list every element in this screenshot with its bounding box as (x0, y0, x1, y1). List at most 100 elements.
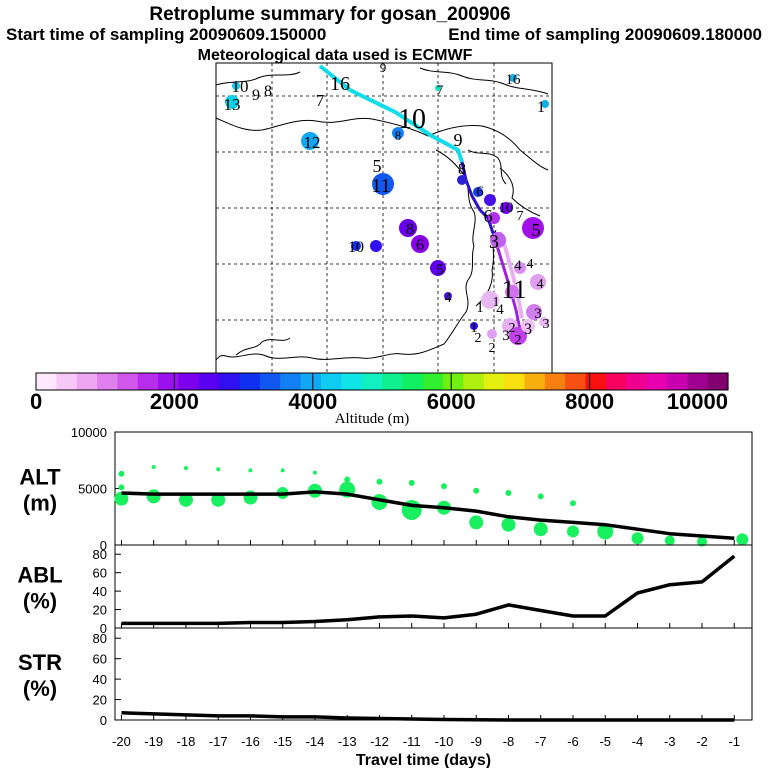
colorbar-swatch (239, 373, 261, 390)
colorbar-tick-label: 2000 (150, 389, 199, 414)
altitude-cluster-point (473, 487, 480, 494)
plume-cluster-label: 12 (304, 133, 321, 152)
plume-cluster-label: 4 (537, 277, 544, 292)
x-axis-label: Travel time (days) (356, 752, 491, 768)
plume-cluster-label: 1 (537, 99, 545, 116)
plume-cluster-label: 4 (445, 291, 452, 306)
colorbar-swatch (504, 373, 526, 390)
time-series-panels: 0500010000ALT(m)020406080ABL(%)020406080… (17, 425, 753, 768)
plume-clusters (225, 74, 549, 345)
y-tick-label: 80 (93, 547, 107, 562)
plume-cluster-label: 4 (514, 258, 522, 274)
altitude-cluster-point (597, 523, 614, 540)
x-tick-label: -8 (503, 734, 515, 749)
plume-cluster-dot (444, 292, 452, 300)
plume-cluster-dot (392, 127, 404, 139)
x-tick-label: -3 (664, 734, 676, 749)
colorbar-swatch (341, 373, 363, 390)
altitude-cluster-point (344, 476, 351, 483)
x-tick-label: -5 (599, 734, 611, 749)
altitude-cluster-point (533, 522, 548, 537)
colorbar-swatch (463, 373, 485, 390)
x-tick-label: -9 (470, 734, 482, 749)
panel-abl: 0 20 40 60 80 ABL(%) (17, 544, 753, 636)
colorbar-swatch (76, 373, 98, 390)
plume-track-upper (318, 64, 464, 163)
plume-cluster-label: 10 (232, 77, 249, 96)
colorbar-swatch (666, 373, 688, 390)
altitude-cluster-point (505, 490, 512, 497)
colorbar-swatch (198, 373, 220, 390)
x-tick-label: -16 (241, 734, 260, 749)
plume-cluster-label: 6 (476, 184, 484, 200)
colorbar-swatch (259, 373, 281, 390)
x-tick-label: -2 (696, 734, 708, 749)
y-tick-label: 20 (93, 693, 107, 708)
colorbar-tick-label: 0 (30, 389, 42, 414)
plume-cluster-dot (430, 260, 446, 276)
colorbar-tick-label: 6000 (427, 389, 476, 414)
y-axis-label: STR (18, 650, 62, 675)
plume-cluster-dot (522, 217, 544, 239)
x-tick-label: -1 (728, 734, 740, 749)
panel-frame (114, 431, 753, 546)
plume-cluster-label: 2 (489, 341, 496, 356)
colorbar-swatch (158, 373, 180, 390)
plume-cluster-label: 2 (509, 321, 516, 336)
altitude-cluster-point (211, 492, 226, 507)
plume-cluster-dot (232, 82, 240, 90)
series-line (121, 711, 735, 722)
x-tick-label: -15 (273, 734, 292, 749)
colorbar-swatch (646, 373, 668, 390)
x-tick-label: -18 (177, 734, 196, 749)
altitude-cluster-point (151, 465, 156, 470)
colorbar-swatch (585, 373, 607, 390)
plume-cluster-dot (481, 291, 499, 309)
plume-cluster-dot (509, 74, 517, 82)
y-tick-label: 0 (100, 538, 107, 553)
plume-cluster-dot (351, 241, 361, 251)
x-tick-label: -14 (306, 734, 325, 749)
plume-cluster-label: 8 (264, 83, 272, 100)
altitude-cluster-point (118, 470, 125, 477)
altitude-cluster-point (664, 535, 675, 546)
colorbar-swatch (443, 373, 465, 390)
colorbar-swatch (361, 373, 383, 390)
y-tick-label: 40 (93, 584, 107, 599)
plume-cluster-label: 11 (501, 275, 526, 304)
plume-cluster-label: 3 (502, 328, 510, 344)
x-tick-label: -6 (567, 734, 579, 749)
plume-cluster-label: 7 (517, 209, 524, 224)
plume-cluster-label: 9 (252, 87, 260, 104)
plume-cluster-label: 3 (534, 306, 542, 322)
x-tick-label: -7 (535, 734, 547, 749)
altitude-cluster-point (146, 489, 161, 504)
colorbar-swatch (605, 373, 627, 390)
end-time-text: End time of sampling 20090609.180000 (448, 25, 762, 44)
plume-cluster-dot (526, 304, 542, 320)
altitude-cluster-point (376, 478, 383, 485)
colorbar-swatch (565, 373, 587, 390)
colorbar-swatch (219, 373, 241, 390)
plume-cluster-label: 8 (406, 221, 414, 238)
colorbar-swatch (178, 373, 200, 390)
y-tick-label: 60 (93, 652, 107, 667)
y-tick-label: 0 (100, 713, 107, 728)
plume-cluster-label: 9 (380, 60, 387, 75)
colorbar-tick-label: 4000 (288, 389, 337, 414)
y-axis-unit: (m) (23, 491, 57, 516)
map-frame (215, 62, 553, 374)
figure-title: Retroplume summary for gosan_200906 (149, 4, 510, 25)
altitude-cluster-point (248, 468, 253, 473)
colorbar-label: Altitude (m) (335, 411, 410, 427)
plume-cluster-dot (530, 274, 546, 290)
altitude-cluster-point (631, 532, 644, 545)
colorbar-swatch (524, 373, 546, 390)
series-line (121, 490, 735, 540)
altitude-cluster-point (697, 536, 708, 547)
plume-cluster-dot (488, 212, 500, 224)
